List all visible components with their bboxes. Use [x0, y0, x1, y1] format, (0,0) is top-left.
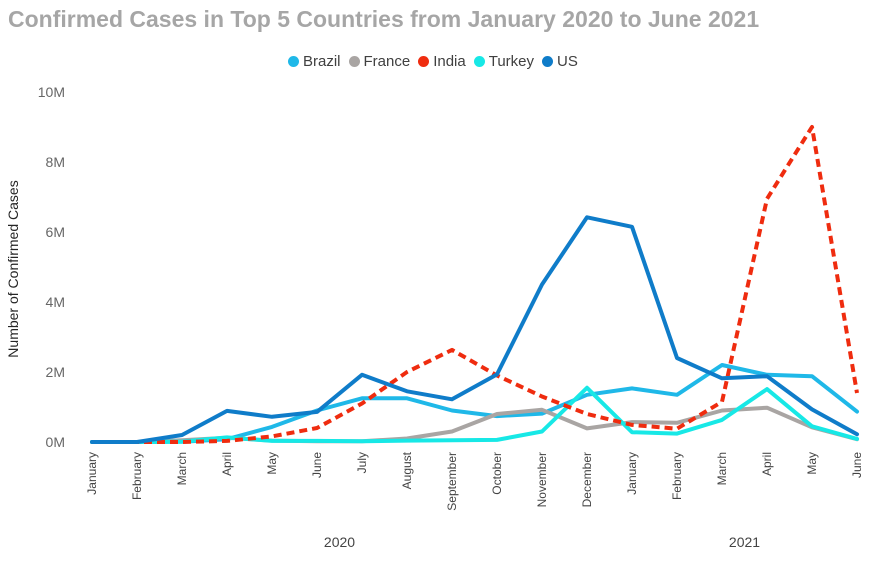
year-label-2021: 2021	[729, 534, 760, 550]
y-tick-label: 10M	[38, 84, 65, 100]
legend-item-brazil: Brazil	[288, 53, 341, 70]
y-tick-label: 8M	[46, 154, 65, 170]
x-tick-label: January	[625, 452, 639, 495]
legend-item-us: US	[542, 53, 578, 70]
legend-item-turkey: Turkey	[473, 53, 535, 70]
x-axis-ticks: January February March April May June July Augu…	[85, 451, 864, 510]
series-line-india	[92, 125, 859, 444]
series-lines	[90, 125, 859, 444]
chart-legend: Brazil France India Turkey US	[288, 53, 586, 70]
x-tick-label: January	[85, 452, 99, 495]
x-axis-years: 2020 2021	[324, 534, 760, 550]
legend-item-france: France	[348, 53, 411, 70]
y-tick-label: 4M	[46, 294, 65, 310]
x-tick-label: September	[445, 452, 459, 511]
y-axis-label: Number of Confirmed Cases	[5, 180, 21, 357]
series-line-us	[90, 215, 859, 444]
x-tick-label: May	[265, 452, 279, 475]
y-tick-label: 0M	[46, 434, 65, 450]
x-tick-label: December	[580, 452, 594, 507]
x-tick-label: April	[760, 452, 774, 476]
legend-marker-turkey	[473, 56, 485, 67]
legend-label-us: US	[557, 53, 578, 70]
legend-label-brazil: Brazil	[303, 53, 341, 70]
series-line-turkey	[90, 385, 859, 444]
x-tick-label: February	[130, 452, 144, 500]
x-tick-label: June	[310, 452, 324, 478]
year-label-2020: 2020	[324, 534, 355, 550]
x-tick-label: May	[805, 452, 819, 475]
legend-marker-india	[418, 56, 430, 67]
x-tick-label: June	[850, 452, 864, 478]
legend-label-france: France	[363, 53, 411, 70]
chart-title: Confirmed Cases in Top 5 Countries from …	[8, 6, 760, 32]
legend-item-india: India	[418, 53, 466, 70]
legend-marker-france	[348, 56, 360, 67]
x-tick-label: April	[220, 452, 234, 476]
x-tick-label: July	[355, 452, 369, 473]
legend-label-turkey: Turkey	[488, 53, 535, 70]
legend-label-india: India	[433, 53, 466, 70]
x-tick-label: October	[490, 452, 504, 495]
x-tick-label: November	[535, 452, 549, 507]
legend-marker-brazil	[288, 56, 299, 67]
x-tick-label: February	[670, 452, 684, 500]
y-tick-label: 6M	[46, 224, 65, 240]
x-tick-label: August	[400, 451, 414, 489]
legend-marker-us	[542, 56, 554, 67]
y-axis-ticks: 0M 2M 4M 6M 8M 10M	[38, 84, 65, 450]
x-tick-label: March	[175, 452, 189, 485]
x-tick-label: March	[715, 452, 729, 485]
y-tick-label: 2M	[46, 364, 65, 380]
